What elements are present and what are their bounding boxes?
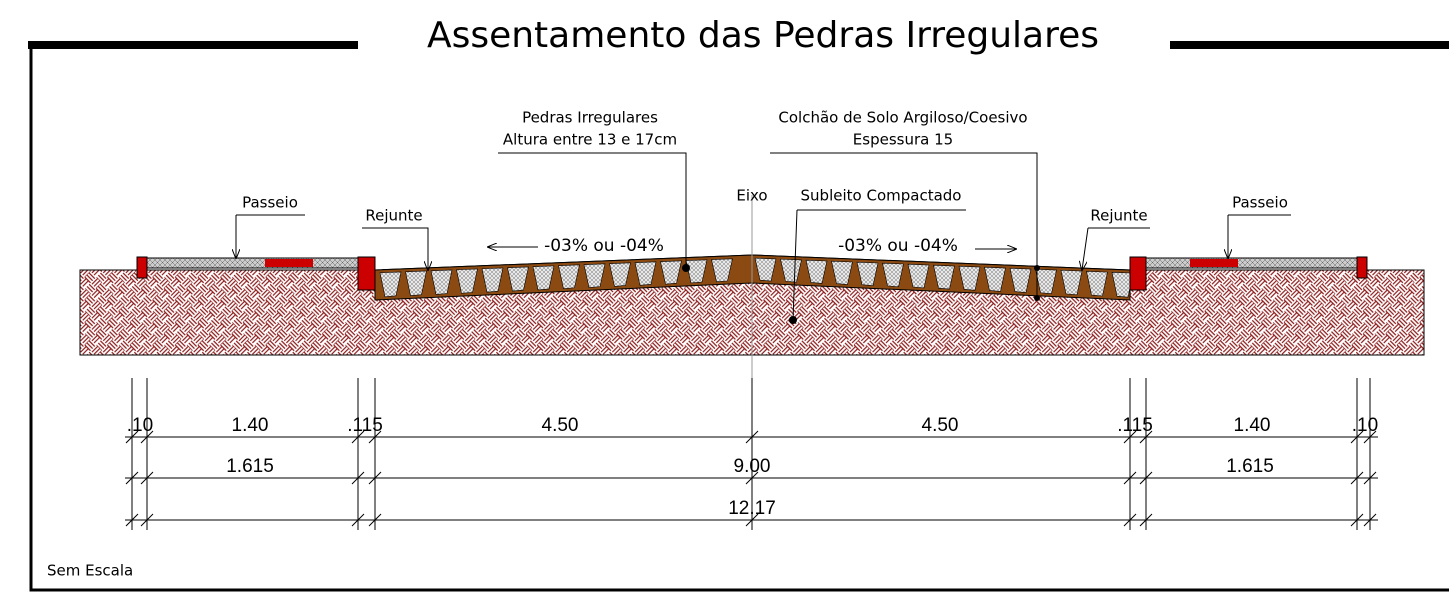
- sidewalk: [1145, 257, 1358, 269]
- stone: [1035, 268, 1057, 295]
- leaders: [236, 152, 1291, 321]
- tick: [368, 471, 382, 485]
- label: -03% ou -04%: [838, 236, 958, 256]
- label: Subleito Compactado: [801, 187, 962, 205]
- dimension-label: .10: [127, 415, 153, 436]
- tick: [140, 471, 154, 485]
- tick: [1363, 430, 1377, 444]
- stone: [856, 261, 879, 286]
- footer: Sem Escala: [47, 562, 133, 580]
- stone: [583, 263, 606, 288]
- tick: [351, 471, 365, 485]
- tick: [1350, 513, 1364, 527]
- sidewalk-mark: [265, 259, 313, 267]
- tick: [140, 513, 154, 527]
- leader-dot: [1034, 265, 1040, 271]
- tick: [745, 471, 759, 485]
- tick: [1363, 513, 1377, 527]
- label: -03% ou -04%: [544, 236, 664, 256]
- label: Passeio: [242, 194, 298, 212]
- stone: [984, 266, 1006, 292]
- stone: [634, 261, 657, 286]
- tick: [1123, 513, 1137, 527]
- tick: [1139, 471, 1153, 485]
- dimension-label: 4.50: [922, 415, 959, 436]
- label: Passeio: [1232, 194, 1288, 212]
- stone: [558, 264, 580, 290]
- dimension-label: .10: [1352, 415, 1378, 436]
- label: Colchão de Solo Argiloso/Coesivo: [778, 109, 1027, 127]
- tick: [125, 430, 139, 444]
- dimension-label: .115: [1117, 415, 1153, 436]
- tick: [1123, 471, 1137, 485]
- curb: [1129, 256, 1147, 291]
- tick: [125, 471, 139, 485]
- label: Altura entre 13 e 17cm: [503, 131, 677, 149]
- stone: [907, 263, 930, 289]
- tick: [125, 513, 139, 527]
- dimension-label: 12.17: [728, 498, 776, 519]
- dimension-label: .115: [347, 415, 383, 436]
- sidewalk-mark: [1190, 259, 1238, 267]
- stone: [532, 265, 555, 291]
- tick: [1123, 430, 1137, 444]
- tick: [745, 513, 759, 527]
- stone: [456, 268, 478, 294]
- stone: [379, 271, 402, 298]
- stones: [379, 257, 1134, 298]
- curb: [1356, 256, 1368, 279]
- stone: [481, 267, 504, 293]
- tick: [1350, 430, 1364, 444]
- stone: [405, 270, 427, 296]
- stone: [805, 259, 828, 284]
- tick: [1363, 471, 1377, 485]
- dimension-label: 4.50: [542, 415, 579, 436]
- tick: [745, 430, 759, 444]
- stone: [685, 259, 708, 284]
- stone: [1009, 267, 1032, 293]
- dimension-label: 1.40: [232, 415, 269, 436]
- stone: [507, 266, 529, 292]
- title: Assentamento das Pedras Irregulares: [427, 15, 1099, 56]
- stone: [958, 265, 981, 291]
- stone: [780, 258, 802, 283]
- dimension-label: 1.615: [1226, 456, 1274, 477]
- leader-dot: [1034, 295, 1040, 301]
- stone: [711, 258, 733, 283]
- label: Pedras Irregulares: [522, 109, 658, 127]
- dimension-label: 1.40: [1234, 415, 1271, 436]
- leader-dot: [789, 316, 797, 324]
- stone: [660, 260, 682, 285]
- stone: [609, 262, 631, 287]
- label: Rejunte: [1090, 207, 1147, 225]
- stone: [754, 257, 777, 282]
- stone: [933, 264, 955, 290]
- stone: [1111, 271, 1134, 298]
- label: Eixo: [736, 187, 767, 205]
- leader-dot: [682, 264, 690, 272]
- dimension-label: 9.00: [734, 456, 771, 477]
- tick: [140, 430, 154, 444]
- stone: [882, 262, 904, 288]
- tick: [351, 430, 365, 444]
- curb: [136, 256, 148, 279]
- stone: [831, 260, 853, 285]
- tick: [368, 513, 382, 527]
- curb: [357, 256, 376, 291]
- label: Rejunte: [365, 207, 422, 225]
- frame: [29, 45, 1449, 592]
- sidewalk: [146, 257, 359, 269]
- stone: [430, 269, 453, 295]
- dimension-lines: [125, 378, 1378, 530]
- tick: [1350, 471, 1364, 485]
- label: Espessura 15: [853, 131, 953, 149]
- tick: [351, 513, 365, 527]
- dimension-label: 1.615: [226, 456, 274, 477]
- tick: [1139, 430, 1153, 444]
- tick: [368, 430, 382, 444]
- tick: [1139, 513, 1153, 527]
